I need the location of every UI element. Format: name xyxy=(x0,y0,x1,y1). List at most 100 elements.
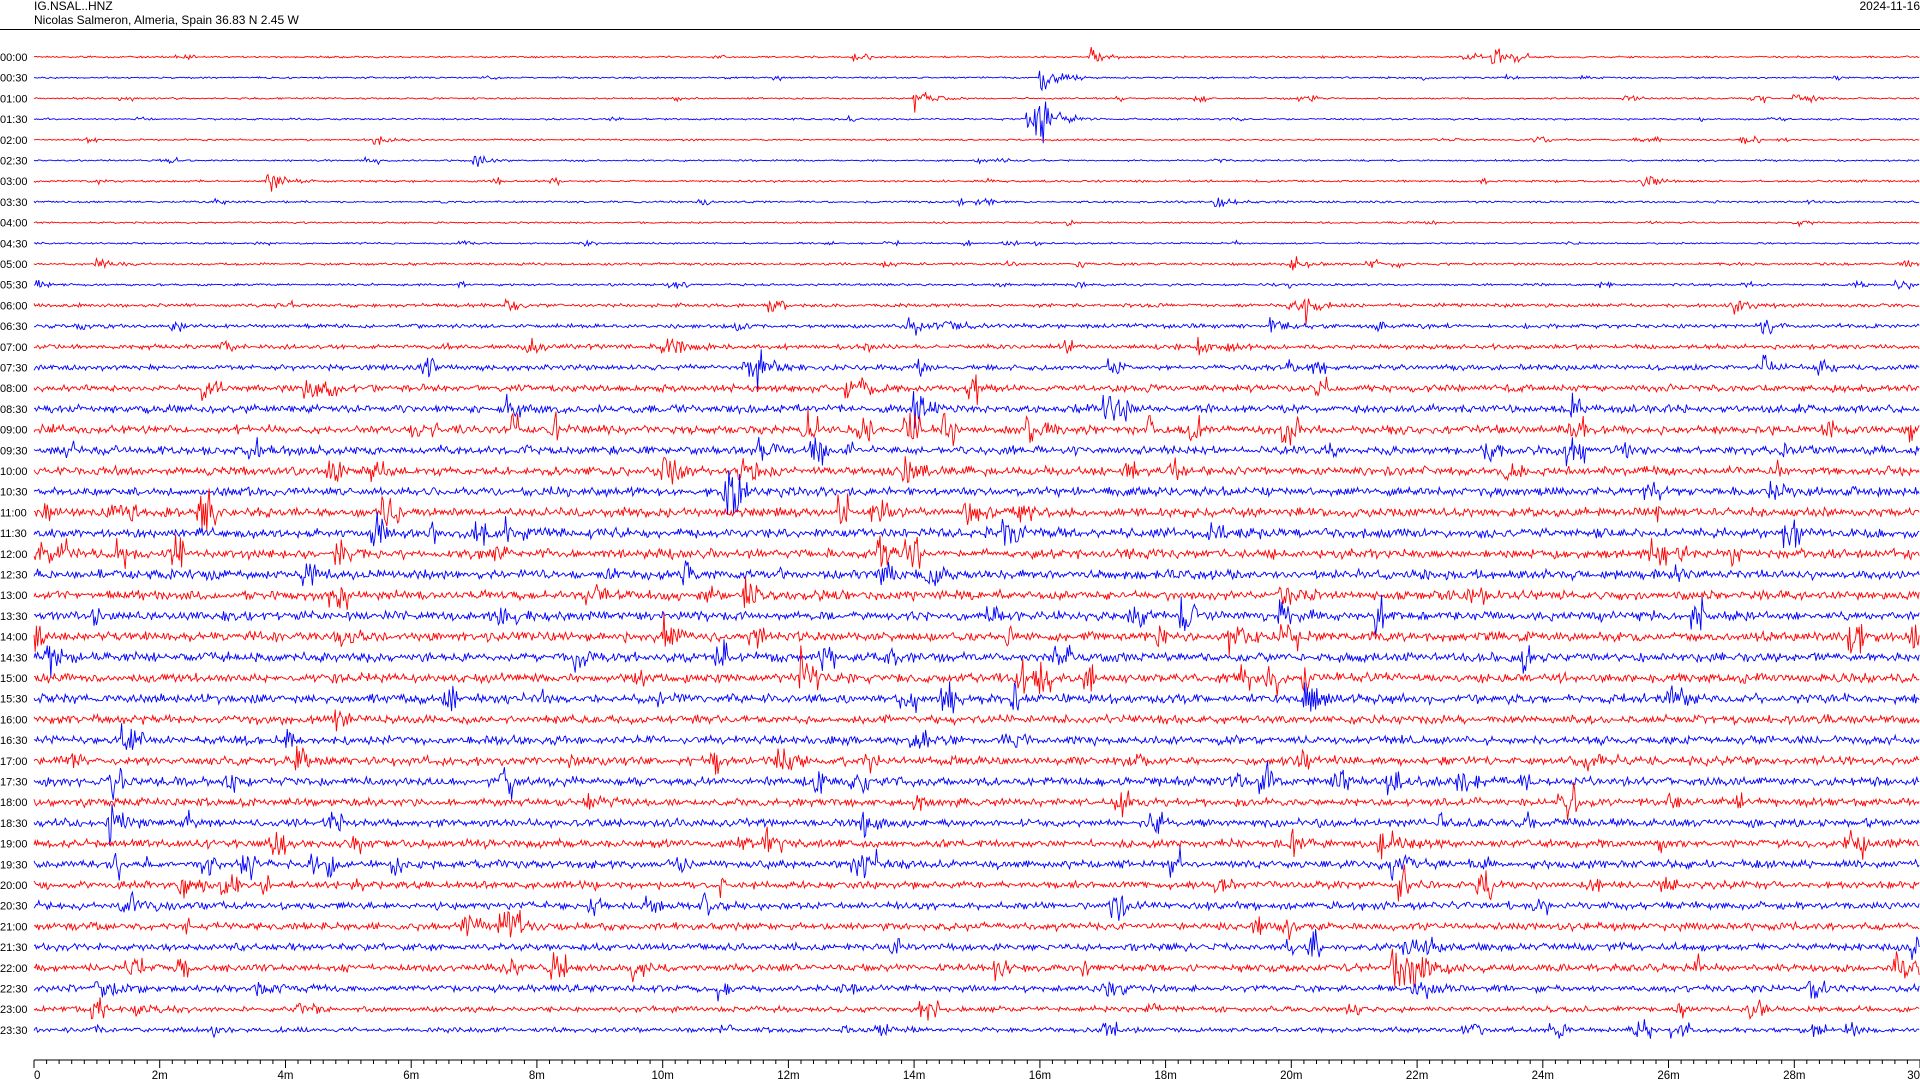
x-tick-label: 18m xyxy=(1154,1070,1176,1080)
x-tick-label: 16m xyxy=(1029,1070,1051,1080)
seismic-trace-0400 xyxy=(33,219,1920,228)
seismic-trace-0730 xyxy=(33,349,1920,390)
row-time-label: 14:30 xyxy=(0,652,28,664)
seismic-trace-0030 xyxy=(33,70,1920,92)
station-code: IG.NSAL..HNZ xyxy=(34,0,113,13)
row-time-label: 20:30 xyxy=(0,901,28,913)
seismic-trace-1730 xyxy=(33,761,1920,800)
seismic-trace-1000 xyxy=(33,456,1920,485)
seismic-trace-0130 xyxy=(33,101,1920,144)
x-tick-label: 30 xyxy=(1907,1070,1920,1080)
row-time-label: 02:30 xyxy=(0,156,28,168)
row-time-label: 00:30 xyxy=(0,73,28,85)
seismic-trace-1330 xyxy=(33,594,1920,636)
seismic-trace-1800 xyxy=(33,782,1920,820)
seismic-trace-1030 xyxy=(33,470,1920,515)
seismic-trace-0630 xyxy=(33,317,1920,336)
x-tick-label: 26m xyxy=(1657,1070,1679,1080)
seismic-trace-0230 xyxy=(33,154,1920,167)
seismic-trace-0700 xyxy=(33,336,1920,356)
x-tick-label: 2m xyxy=(152,1070,168,1080)
x-tick-label: 28m xyxy=(1783,1070,1805,1080)
seismic-trace-0830 xyxy=(33,391,1920,429)
row-time-label: 07:00 xyxy=(0,342,28,354)
seismic-trace-1900 xyxy=(33,826,1920,860)
row-time-label: 11:00 xyxy=(0,507,27,519)
row-time-label: 13:30 xyxy=(0,611,28,623)
row-time-label: 01:30 xyxy=(0,114,28,126)
row-time-label: 08:30 xyxy=(0,404,28,416)
row-time-label: 09:30 xyxy=(0,445,28,457)
row-label-group: 00:00 00:30 01:00 01:30 02:00 02:30 03:00 03:30… xyxy=(0,52,28,1037)
row-time-label: 19:30 xyxy=(0,859,28,871)
row-time-label: 03:30 xyxy=(0,197,28,209)
seismic-trace-0200 xyxy=(33,135,1920,145)
row-time-label: 19:00 xyxy=(0,839,28,851)
row-time-label: 16:00 xyxy=(0,714,28,726)
row-time-label: 23:30 xyxy=(0,1025,28,1037)
seismic-trace-1700 xyxy=(33,745,1920,775)
seismic-trace-1600 xyxy=(33,709,1920,732)
row-time-label: 10:30 xyxy=(0,487,28,499)
row-time-label: 08:00 xyxy=(0,383,28,395)
seismic-trace-0430 xyxy=(33,239,1920,247)
row-time-label: 02:00 xyxy=(0,135,28,147)
seismic-trace-2300 xyxy=(33,997,1920,1021)
seismic-trace-1630 xyxy=(33,723,1920,750)
seismic-trace-2030 xyxy=(33,890,1920,921)
row-time-label: 20:00 xyxy=(0,880,28,892)
x-tick-label: 20m xyxy=(1280,1070,1302,1080)
row-time-label: 04:00 xyxy=(0,218,28,230)
x-tick-label: 0 xyxy=(34,1070,40,1080)
trace-group xyxy=(33,46,1920,1039)
seismic-trace-2130 xyxy=(33,929,1920,960)
row-time-label: 13:00 xyxy=(0,590,28,602)
seismic-trace-0100 xyxy=(33,92,1920,113)
seismic-trace-1530 xyxy=(33,681,1920,714)
row-time-label: 11:30 xyxy=(0,528,27,540)
row-time-label: 21:30 xyxy=(0,942,28,954)
row-time-label: 06:30 xyxy=(0,321,28,333)
x-tick-label: 8m xyxy=(529,1070,545,1080)
row-time-label: 07:30 xyxy=(0,363,28,375)
seismic-trace-1400 xyxy=(33,612,1920,656)
x-tick-label: 14m xyxy=(903,1070,925,1080)
time-axis: 0 2m 4m 6m 8m 10m 12m 14m 16m 18m 20m 22m 24m 26m 28m 3… xyxy=(33,1059,1920,1080)
x-tick-label: 22m xyxy=(1406,1070,1428,1080)
seismic-trace-1830 xyxy=(33,804,1920,846)
x-tick-label: 10m xyxy=(652,1070,674,1080)
seismic-trace-1300 xyxy=(33,576,1920,610)
header-divider xyxy=(0,29,1920,30)
row-time-label: 06:00 xyxy=(0,300,28,312)
record-date: 2024-11-16 xyxy=(1859,0,1920,13)
row-time-label: 22:30 xyxy=(0,984,28,996)
row-time-label: 05:30 xyxy=(0,280,28,292)
row-time-label: 00:00 xyxy=(0,52,28,64)
row-time-label: 15:00 xyxy=(0,673,28,685)
seismic-trace-2330 xyxy=(33,1019,1920,1039)
seismic-trace-1930 xyxy=(33,846,1920,881)
row-time-label: 16:30 xyxy=(0,735,28,747)
row-time-label: 18:00 xyxy=(0,797,28,809)
seismic-trace-2200 xyxy=(33,948,1920,988)
row-time-label: 12:00 xyxy=(0,549,28,561)
seismic-trace-0900 xyxy=(33,409,1920,447)
row-time-label: 23:00 xyxy=(0,1004,28,1016)
seismic-trace-0330 xyxy=(33,197,1920,208)
seismic-trace-0500 xyxy=(33,256,1920,271)
row-time-label: 09:00 xyxy=(0,425,28,437)
seismic-trace-1230 xyxy=(33,560,1920,587)
row-time-label: 17:00 xyxy=(0,756,28,768)
row-time-label: 10:00 xyxy=(0,466,28,478)
seismic-trace-0800 xyxy=(33,374,1920,405)
seismic-trace-1130 xyxy=(33,512,1920,548)
seismic-trace-0530 xyxy=(33,279,1920,290)
row-time-label: 14:00 xyxy=(0,632,28,644)
seismic-trace-1200 xyxy=(33,534,1920,569)
station-location: Nicolas Salmeron, Almeria, Spain 36.83 N… xyxy=(34,13,299,27)
seismic-trace-2230 xyxy=(33,980,1920,1002)
seismic-trace-1500 xyxy=(33,645,1920,697)
x-tick-label: 6m xyxy=(403,1070,419,1080)
seismic-trace-0930 xyxy=(33,436,1920,467)
